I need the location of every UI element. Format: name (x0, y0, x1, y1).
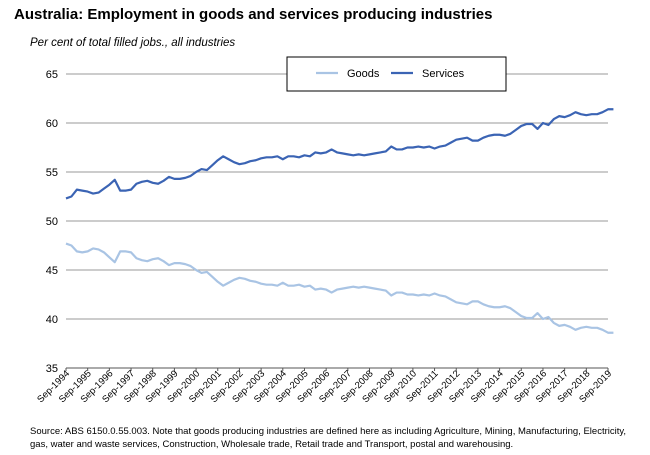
y-tick-label: 40 (46, 314, 58, 326)
y-axis-label: Per cent of total filled jobs., all indu… (30, 37, 236, 49)
legend-label-services: Services (422, 68, 465, 80)
line-chart: 35 40 45 50 55 60 65 Sep-1994Sep-1995Sep-1996S… (35, 56, 614, 405)
gridlines (66, 73, 608, 369)
y-tick-label: 50 (46, 216, 58, 228)
source-note: Source: ABS 6150.0.55.003. Note that goo… (30, 426, 627, 450)
y-axis-ticks: 35 40 45 50 55 60 65 (46, 69, 58, 375)
legend-label-goods: Goods (347, 68, 380, 80)
y-tick-label: 35 (46, 363, 58, 375)
x-axis-ticks: Sep-1994Sep-1995Sep-1996Sep-1997Sep-1998… (35, 368, 614, 405)
y-tick-label: 55 (46, 167, 58, 179)
chart-title: Australia: Employment in goods and servi… (14, 6, 493, 23)
y-tick-label: 65 (46, 69, 58, 81)
series-line-goods (65, 242, 614, 334)
series-lines (65, 108, 614, 334)
series-line-services (65, 108, 614, 200)
y-tick-label: 45 (46, 265, 58, 277)
y-tick-label: 60 (46, 118, 58, 130)
legend: Goods Services (286, 56, 507, 92)
